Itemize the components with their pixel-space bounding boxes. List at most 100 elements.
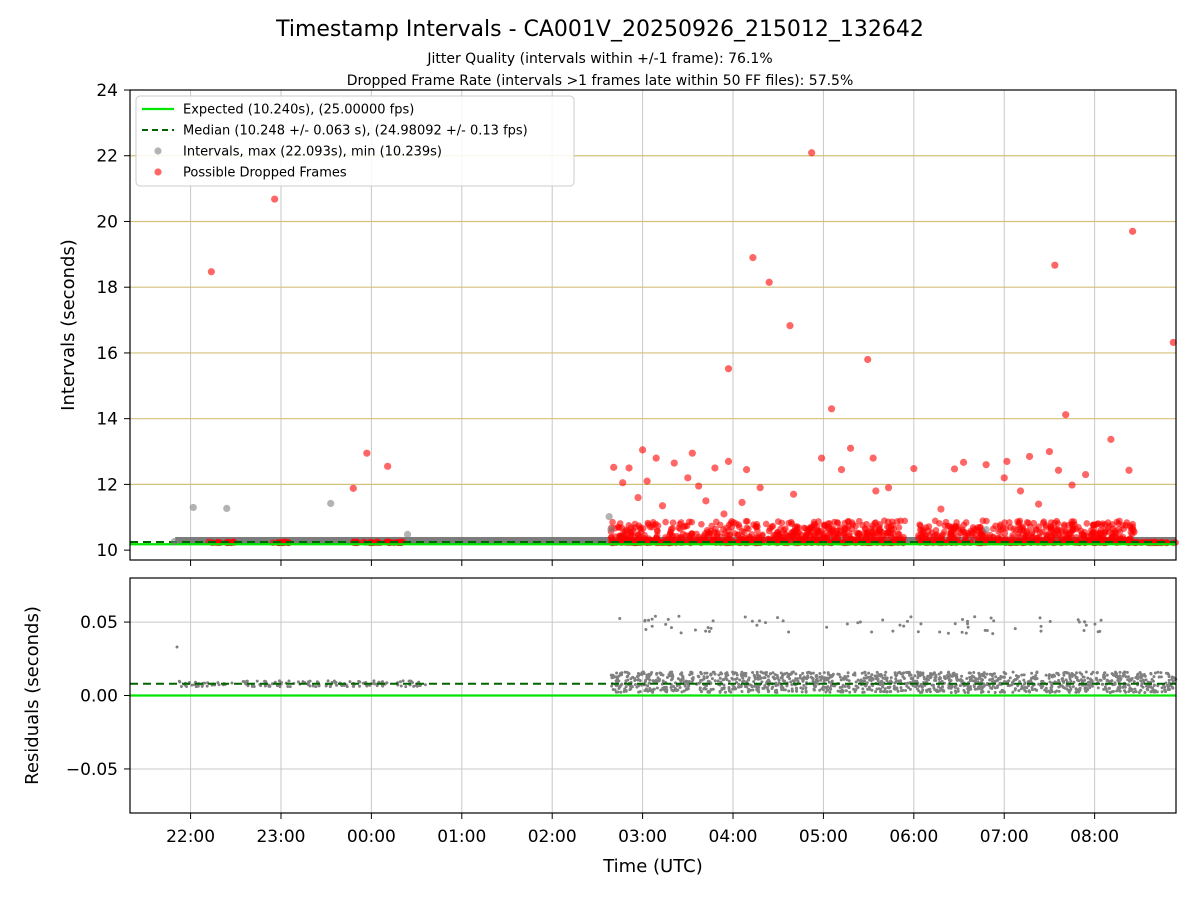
residual-point [682,680,686,684]
x-tick-label: 22:00 [166,827,215,847]
residual-point [625,675,629,679]
dropped-frame-point [1027,523,1034,530]
residual-point [976,685,980,689]
residual-point [1102,673,1106,677]
residual-point [709,688,713,692]
residual-point [686,686,690,690]
residual-point [985,672,989,676]
residual-point [902,671,906,675]
residual-point [824,690,828,694]
residual-point [1044,673,1048,677]
residual-point [935,690,939,694]
residual-point [899,672,903,676]
residual-point [1034,673,1038,677]
residual-point [259,684,263,688]
residual-point [1078,671,1082,675]
residual-point [1030,671,1034,675]
interval-point [403,530,412,538]
residual-point [761,686,765,690]
residual-point [988,678,992,682]
residual-point [848,690,852,694]
residual-point [314,685,318,689]
residual-point [358,680,362,684]
residual-point [732,687,736,691]
residual-point [909,615,913,619]
residual-point [340,684,344,688]
dropped-frame-point [1003,457,1011,465]
residual-point [629,677,633,681]
residual-point [1069,687,1073,691]
residual-point [949,678,953,682]
residual-point [758,619,762,623]
residual-point [896,689,900,693]
residual-point [1077,690,1081,694]
residual-point [967,671,971,675]
residual-point [867,671,871,675]
residual-point [1002,690,1006,694]
dropped-frame-point [885,524,892,531]
y-axis-label: Intervals (seconds) [58,239,79,411]
residual-point [758,674,762,678]
dropped-frame-point [271,195,279,203]
residual-point [1026,680,1030,684]
residual-point [707,629,711,633]
residual-point [1107,686,1111,690]
residual-point [690,680,694,684]
residual-point [713,679,717,683]
y-tick-label: −0.05 [66,760,118,780]
residual-point [881,685,885,689]
residual-point [704,629,708,633]
residual-point [898,623,902,627]
residual-point [698,688,702,692]
residual-point [1027,689,1031,693]
residual-point [966,684,970,688]
residual-point [735,673,739,677]
residual-point [885,679,889,683]
residual-point [818,688,822,692]
residual-point [942,689,946,693]
residual-point [916,630,920,634]
dropped-frame-point [926,532,933,540]
residual-point [895,687,899,691]
residual-point [926,688,930,692]
residual-point [178,680,182,684]
residual-point [961,617,965,621]
residual-point [859,679,863,683]
residual-point [1109,690,1113,694]
residual-point [1156,670,1160,674]
residual-point [870,673,874,677]
residual-point [1163,685,1167,689]
residual-point [868,675,872,679]
residual-point [790,683,794,687]
dropped-frame-point [782,525,789,533]
residual-point [1022,678,1026,682]
dropped-frame-point [738,498,746,507]
dropped-frame-point [863,520,870,528]
residual-point [771,685,775,689]
dropped-frame-point [916,521,923,528]
residual-point [1118,670,1122,674]
dropped-frame-point [895,524,903,531]
residual-point [792,679,796,683]
dropped-frame-point [972,531,980,539]
residual-point [1081,675,1085,679]
residual-point [837,672,841,676]
residual-point [756,677,760,681]
dropped-frame-point [609,518,616,526]
residual-point [982,673,986,677]
residual-point [856,678,860,682]
dropped-frame-point [1129,227,1137,235]
residual-point [977,676,981,680]
residual-point [937,672,941,676]
residual-point [1128,687,1132,691]
dropped-frame-point [1070,525,1077,533]
residual-point [846,674,850,678]
x-tick-label: 04:00 [709,827,758,847]
residual-point [609,673,613,677]
residual-point [875,687,879,691]
residual-point [1000,690,1004,694]
residual-point [949,691,953,695]
dropped-frame-point [742,466,751,474]
residual-point [982,671,986,675]
